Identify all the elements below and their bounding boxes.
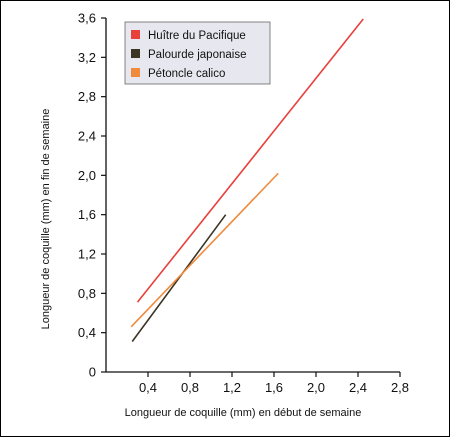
legend-label: Palourde japonaise [148, 49, 246, 61]
legend-label: Pétoncle calico [148, 68, 225, 80]
y-tick-label: 0 [89, 365, 96, 380]
series-lines [130, 18, 364, 342]
y-axis-title: Longueur de coquille (mm) en fin de sema… [40, 109, 52, 330]
y-tick-label: 2,8 [78, 89, 96, 104]
x-tick-label: 2,4 [349, 380, 367, 395]
y-tick-label: 2,0 [78, 168, 96, 183]
x-tick-label: 1,2 [223, 380, 241, 395]
series-line-1 [131, 214, 227, 342]
y-ticks: 0 0,4 0,8 1,2 1,6 2,0 2,4 2,8 3,2 3,6 [78, 11, 106, 380]
y-tick-label: 1,6 [78, 207, 96, 222]
x-tick-label: 2,8 [391, 380, 409, 395]
y-tick-label: 2,4 [78, 129, 96, 144]
x-axis-title: Longueur de coquille (mm) en début de se… [125, 407, 362, 419]
y-tick-label: 3,2 [78, 50, 96, 65]
legend-swatch [131, 49, 140, 58]
y-tick-label: 3,6 [78, 11, 96, 26]
y-tick-label: 0,4 [78, 325, 96, 340]
x-tick-label: 1,6 [265, 380, 283, 395]
series-line-2 [130, 172, 279, 328]
y-tick-label: 0,8 [78, 286, 96, 301]
y-tick-label: 1,2 [78, 247, 96, 262]
legend-box [124, 21, 271, 85]
axes [105, 18, 400, 373]
series-line-0 [136, 18, 364, 303]
x-ticks: 0,4 0,8 1,2 1,6 2,0 2,4 2,8 [139, 372, 409, 395]
legend: Huître du Pacifique Palourde japonaise Pét… [124, 21, 271, 85]
legend-swatch [131, 30, 140, 39]
x-tick-label: 0,8 [181, 380, 199, 395]
legend-items: Huître du Pacifique Palourde japonaise Pét… [131, 30, 246, 80]
legend-swatch [131, 68, 140, 77]
legend-label: Huître du Pacifique [148, 30, 246, 42]
x-tick-label: 2,0 [307, 380, 325, 395]
x-tick-label: 0,4 [139, 380, 157, 395]
